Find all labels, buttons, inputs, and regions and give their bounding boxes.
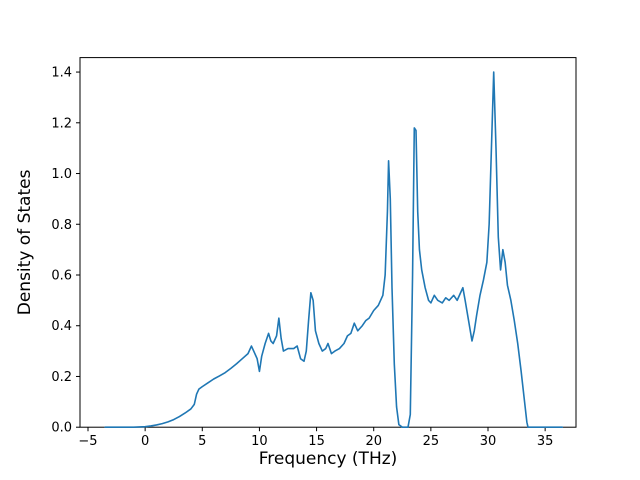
x-tick-label: 0 bbox=[141, 434, 149, 449]
y-tick-label: 0.0 bbox=[51, 421, 72, 436]
y-axis-label: Density of States bbox=[15, 169, 35, 315]
density-of-states-line bbox=[104, 71, 564, 429]
x-tick-label: 10 bbox=[251, 434, 268, 449]
axes-spines bbox=[79, 57, 577, 428]
x-tick-label: 20 bbox=[365, 434, 382, 449]
y-tick-label: 1.4 bbox=[51, 66, 72, 81]
y-tick-label: 0.8 bbox=[51, 218, 72, 233]
x-axis-label: Frequency (THz) bbox=[259, 449, 398, 469]
x-tick-label: 15 bbox=[308, 434, 325, 449]
x-tick-label: 25 bbox=[423, 434, 440, 449]
y-tick-label: 1.0 bbox=[51, 167, 72, 182]
y-tick-label: 0.6 bbox=[51, 268, 72, 283]
y-tick-label: 1.2 bbox=[51, 116, 72, 131]
x-tick-label: 35 bbox=[537, 434, 554, 449]
x-tick-label: −5 bbox=[78, 434, 97, 449]
data-series-layer bbox=[104, 71, 564, 429]
y-tick-label: 0.4 bbox=[51, 319, 72, 334]
x-tick-label: 30 bbox=[480, 434, 497, 449]
axes: −5 0 5 10 15 20 25 30 35 0.0 0.2 0.4 0.6 0.8 1.0 1.2 1.4 bbox=[51, 57, 577, 449]
y-tick-label: 0.2 bbox=[51, 370, 72, 385]
x-tick-label: 5 bbox=[198, 434, 206, 449]
